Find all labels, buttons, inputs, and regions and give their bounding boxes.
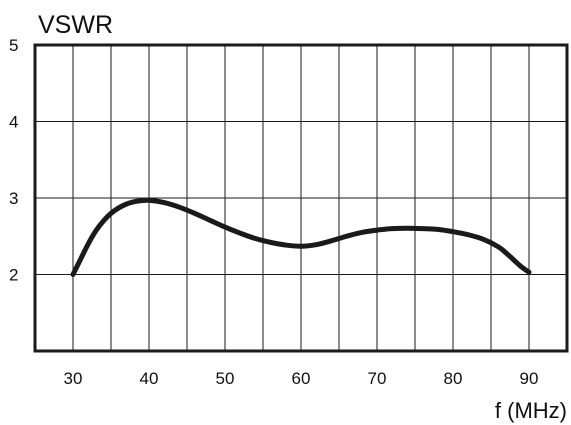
x-tick-label: 50	[216, 369, 235, 388]
x-tick-labels: 30 40 50 60 70 80 90	[64, 369, 539, 388]
x-tick-label: 30	[64, 369, 83, 388]
y-axis-label: VSWR	[38, 11, 113, 39]
x-tick-label: 90	[520, 369, 539, 388]
y-tick-label: 3	[9, 189, 18, 208]
x-tick-label: 60	[292, 369, 311, 388]
y-tick-label: 4	[9, 113, 18, 132]
x-tick-label: 70	[368, 369, 387, 388]
y-tick-labels: 2 3 4 5	[9, 36, 18, 285]
x-axis-label: f (MHz)	[495, 398, 567, 423]
plot-frame	[33, 43, 569, 353]
y-tick-label: 2	[9, 266, 18, 285]
grid-lines	[35, 45, 567, 351]
x-tick-label: 80	[444, 369, 463, 388]
y-tick-label: 5	[9, 36, 18, 55]
vswr-curve	[70, 197, 532, 277]
x-tick-label: 40	[140, 369, 159, 388]
